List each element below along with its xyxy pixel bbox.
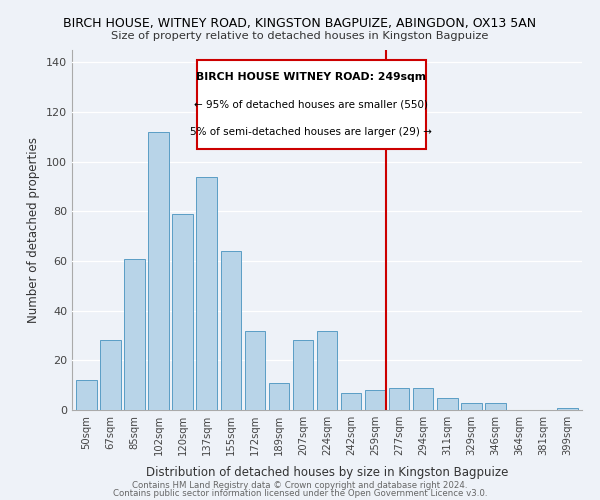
Bar: [365, 390, 385, 410]
Bar: [269, 382, 289, 410]
Bar: [437, 398, 458, 410]
Bar: [413, 388, 433, 410]
FancyBboxPatch shape: [197, 60, 425, 150]
Bar: [557, 408, 578, 410]
Bar: [461, 402, 482, 410]
Text: Contains HM Land Registry data © Crown copyright and database right 2024.: Contains HM Land Registry data © Crown c…: [132, 480, 468, 490]
X-axis label: Distribution of detached houses by size in Kingston Bagpuize: Distribution of detached houses by size …: [146, 466, 508, 479]
Text: Size of property relative to detached houses in Kingston Bagpuize: Size of property relative to detached ho…: [112, 31, 488, 41]
Bar: [293, 340, 313, 410]
Bar: [245, 330, 265, 410]
Bar: [172, 214, 193, 410]
Bar: [148, 132, 169, 410]
Text: BIRCH HOUSE WITNEY ROAD: 249sqm: BIRCH HOUSE WITNEY ROAD: 249sqm: [196, 72, 427, 83]
Text: Contains public sector information licensed under the Open Government Licence v3: Contains public sector information licen…: [113, 488, 487, 498]
Bar: [76, 380, 97, 410]
Bar: [485, 402, 506, 410]
Bar: [317, 330, 337, 410]
Bar: [100, 340, 121, 410]
Y-axis label: Number of detached properties: Number of detached properties: [28, 137, 40, 323]
Bar: [389, 388, 409, 410]
Bar: [341, 392, 361, 410]
Text: ← 95% of detached houses are smaller (550): ← 95% of detached houses are smaller (55…: [194, 100, 428, 110]
Text: 5% of semi-detached houses are larger (29) →: 5% of semi-detached houses are larger (2…: [190, 127, 433, 137]
Bar: [196, 176, 217, 410]
Bar: [124, 258, 145, 410]
Bar: [221, 251, 241, 410]
Text: BIRCH HOUSE, WITNEY ROAD, KINGSTON BAGPUIZE, ABINGDON, OX13 5AN: BIRCH HOUSE, WITNEY ROAD, KINGSTON BAGPU…: [64, 18, 536, 30]
